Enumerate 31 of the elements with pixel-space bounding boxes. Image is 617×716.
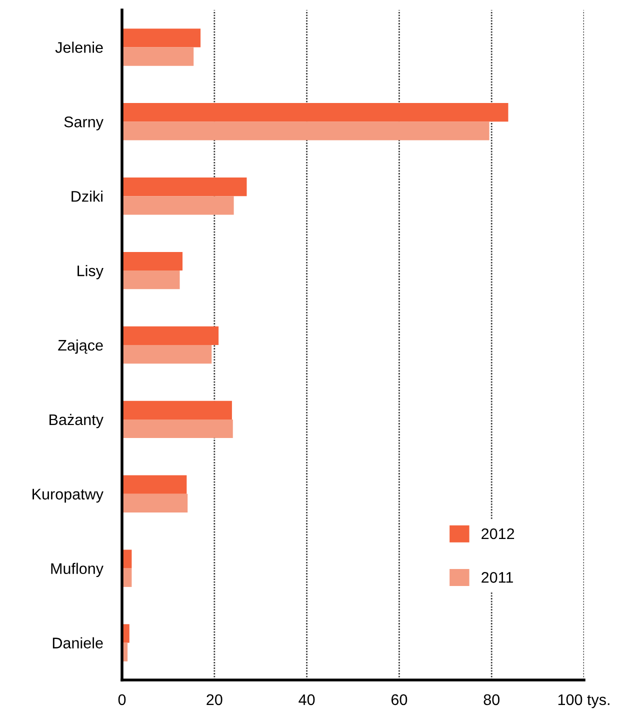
y-tick-label: Jelenie xyxy=(55,42,103,53)
bar xyxy=(122,103,508,122)
y-tick-label: Muflony xyxy=(51,562,104,578)
y-tick-label: Dziki xyxy=(72,190,102,202)
bar xyxy=(122,270,180,290)
bar xyxy=(122,47,194,66)
x-tick-label: 80 xyxy=(484,694,500,706)
y-tick-label: Bażanty xyxy=(50,414,104,428)
bar xyxy=(122,419,233,438)
y-tick-label: Lisy xyxy=(78,265,104,280)
x-tick-label: 40 xyxy=(298,694,315,706)
x-tick-label: 20 xyxy=(206,694,222,706)
y-tick-label: Daniele xyxy=(52,637,103,648)
x-tick-label: 100 tys. xyxy=(558,694,610,708)
bar xyxy=(122,494,188,512)
bar xyxy=(122,28,201,48)
bar xyxy=(122,178,247,196)
y-tick-label: Sarny xyxy=(64,116,104,130)
bar xyxy=(122,345,212,364)
bar xyxy=(122,196,234,215)
bar xyxy=(122,326,219,345)
bar xyxy=(122,475,187,494)
bar xyxy=(122,122,490,140)
bar xyxy=(122,252,183,271)
bar xyxy=(122,400,232,420)
x-tick-label: 0 xyxy=(118,694,126,706)
y-tick-label: Kuropatwy xyxy=(32,488,104,503)
legend-label: 2011 xyxy=(482,572,513,583)
y-tick-label: Zające xyxy=(58,339,103,354)
legend-label: 2012 xyxy=(482,528,514,540)
x-tick-label: 60 xyxy=(391,694,408,706)
